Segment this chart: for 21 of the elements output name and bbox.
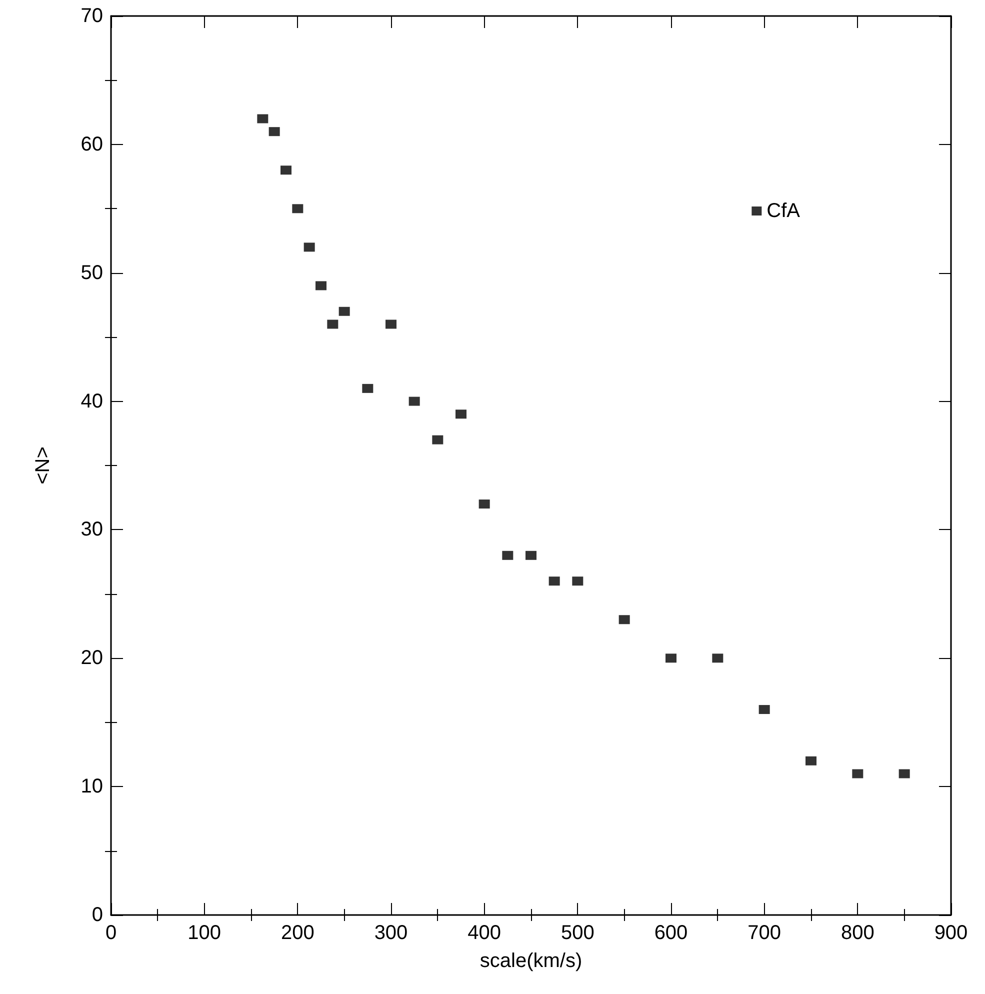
y-tick-label: 60: [80, 133, 103, 156]
x-tick-label: 300: [374, 922, 408, 944]
y-tick-label: 10: [80, 776, 103, 798]
x-tick-label: 200: [280, 922, 314, 944]
x-tick-label: 100: [188, 922, 222, 944]
y-tick-label: 40: [80, 390, 103, 412]
y-axis-title: <N>: [32, 446, 54, 484]
x-tick-label: 500: [560, 922, 594, 944]
y-tick-label: 50: [80, 262, 103, 284]
x-tick-label: 800: [840, 922, 874, 944]
x-tick-label: 0: [105, 922, 117, 944]
x-tick-label: 600: [654, 922, 688, 944]
y-tick-label: 0: [92, 904, 103, 926]
x-axis-title: scale(km/s): [480, 950, 582, 972]
legend-label: CfA: [766, 200, 801, 222]
y-tick-label: 30: [80, 518, 103, 541]
x-tick-label: 400: [468, 922, 502, 944]
y-tick-label: 20: [80, 647, 103, 670]
x-tick-label: 700: [748, 922, 782, 944]
y-tick-label: 70: [80, 5, 103, 27]
x-tick-label: 900: [934, 922, 968, 944]
